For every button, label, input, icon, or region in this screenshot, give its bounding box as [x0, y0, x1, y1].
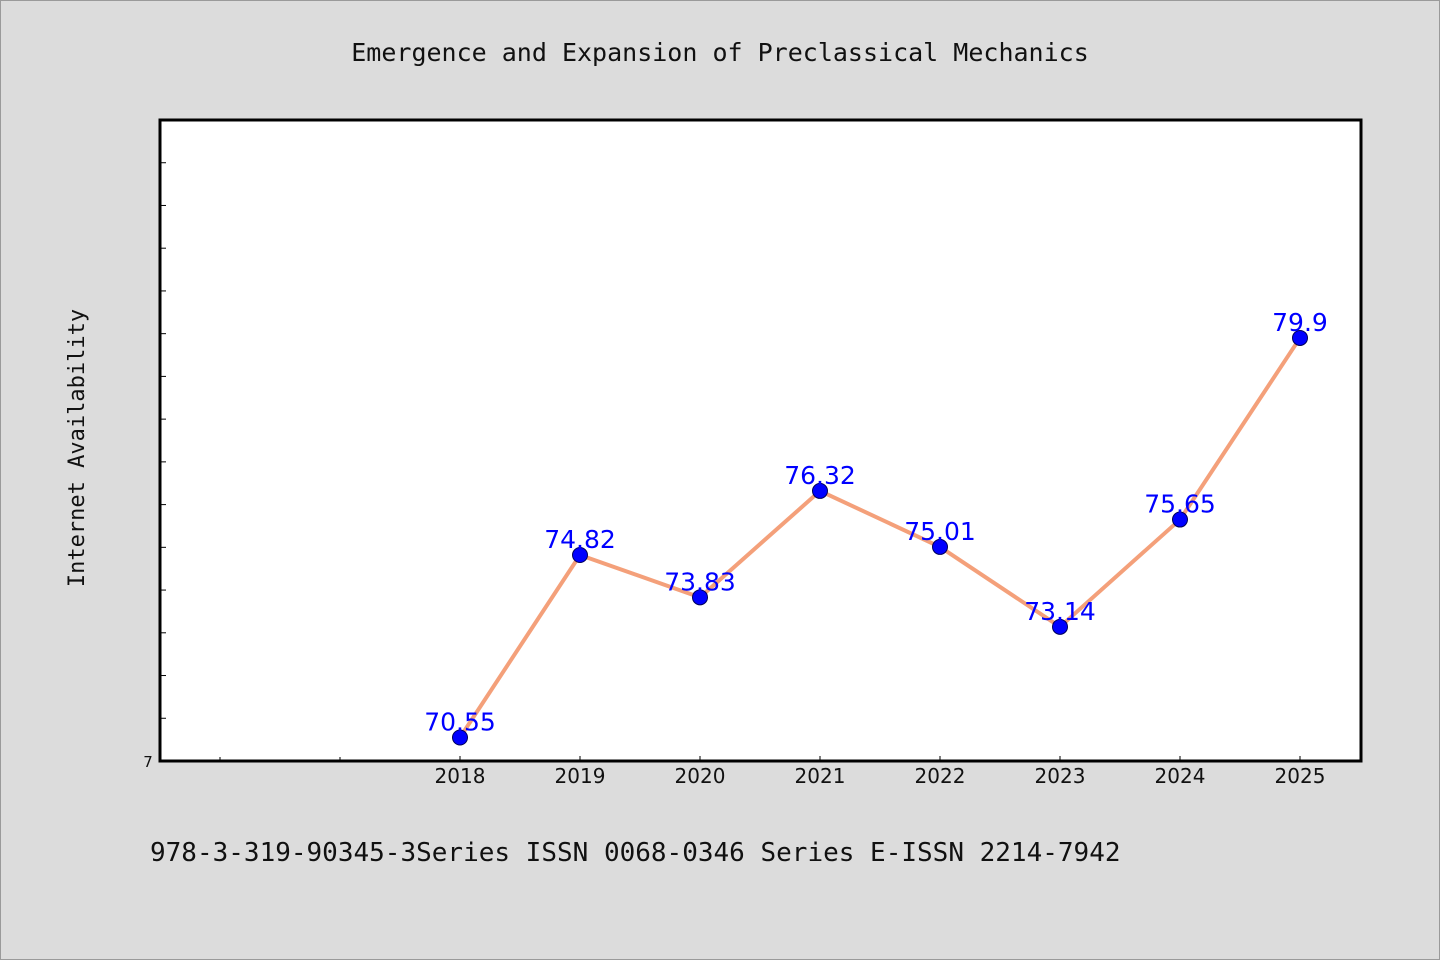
y-axis-label: Internet Availability: [65, 309, 90, 587]
x-tick-label: 2025: [1275, 764, 1326, 788]
y-tick-label-min: 7: [143, 753, 153, 771]
footer-text: 978-3-319-90345-3Series ISSN 0068-0346 S…: [150, 838, 1121, 868]
data-label: 75.65: [1144, 490, 1216, 519]
x-axis-ticks: 2018 2019 2020 2021 2022 2023 2024 2025: [219, 756, 1326, 788]
data-point-marker: [932, 538, 948, 555]
series-line: [458, 335, 1302, 740]
x-tick-label: 2019: [555, 764, 606, 788]
plot-area: [158, 118, 1363, 763]
y-axis-ticks: [160, 162, 166, 719]
data-point-marker: [692, 589, 708, 606]
data-label: 76.32: [784, 461, 856, 490]
data-point-marker: [812, 482, 828, 499]
data-point-marker: [452, 729, 468, 746]
x-tick-label: 2022: [915, 764, 966, 788]
x-tick-label: 2023: [1035, 764, 1086, 788]
x-tick-label: 2018: [435, 764, 486, 788]
data-label: 73.83: [664, 567, 736, 596]
chart-title: Emergence and Expansion of Preclassical …: [351, 38, 1089, 67]
data-labels: 70.55 74.82 73.83 76.32 75.01 73.14 75.65 79.9: [424, 308, 1328, 737]
data-markers: [452, 329, 1308, 746]
data-label: 73.14: [1024, 597, 1096, 626]
x-tick-label: 2020: [675, 764, 726, 788]
series-line-group: [458, 335, 1302, 740]
data-point-marker: [1172, 511, 1188, 528]
data-label: 74.82: [544, 525, 616, 554]
data-point-marker: [572, 547, 588, 564]
x-tick-label: 2021: [795, 764, 846, 788]
data-label: 75.01: [904, 517, 976, 546]
data-label: 79.9: [1272, 308, 1328, 337]
data-label: 70.55: [424, 707, 496, 736]
data-point-marker: [1292, 329, 1308, 346]
x-tick-label: 2024: [1155, 764, 1206, 788]
data-point-marker: [1052, 618, 1068, 635]
